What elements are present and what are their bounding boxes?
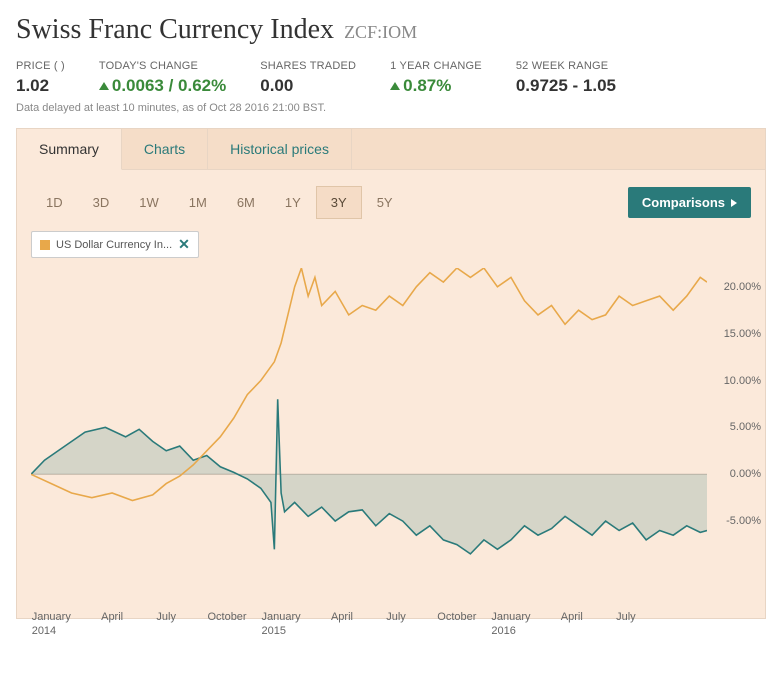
y-axis-label: 15.00%	[724, 328, 761, 340]
x-axis-label: January2015	[262, 610, 301, 639]
tab-charts[interactable]: Charts	[122, 129, 208, 169]
shares-traded-value: 0.00	[260, 76, 356, 96]
range-5y[interactable]: 5Y	[362, 186, 408, 219]
comparison-legend-pill: US Dollar Currency In... ✕	[31, 231, 199, 258]
ticker-symbol: ZCF:IOM	[344, 22, 417, 43]
x-axis-label: October	[207, 610, 246, 624]
x-axis-label: October	[437, 610, 476, 624]
comparisons-button[interactable]: Comparisons	[628, 187, 751, 218]
x-axis-label: April	[561, 610, 583, 624]
y-axis-label: -5.00%	[726, 515, 761, 527]
x-axis-label: July	[386, 610, 406, 624]
x-axis-label: April	[331, 610, 353, 624]
range-1m[interactable]: 1M	[174, 186, 222, 219]
x-axis-label: January2014	[32, 610, 71, 639]
x-axis-label: July	[156, 610, 176, 624]
y-axis-label: 10.00%	[724, 375, 761, 387]
todays-change-value: 0.0063 / 0.62%	[99, 76, 226, 96]
arrow-up-icon	[390, 82, 400, 90]
tab-historical[interactable]: Historical prices	[208, 129, 352, 169]
price-value: 1.02	[16, 76, 65, 96]
usd-swatch-icon	[40, 240, 50, 250]
y-axis-label: 0.00%	[730, 468, 761, 480]
range-1y[interactable]: 1Y	[270, 186, 316, 219]
range-3y[interactable]: 3Y	[316, 186, 362, 219]
remove-comparison-icon[interactable]: ✕	[178, 236, 190, 253]
y-axis-label: 5.00%	[730, 421, 761, 433]
todays-change-label: TODAY'S CHANGE	[99, 60, 226, 72]
tab-summary[interactable]: Summary	[17, 129, 122, 170]
arrow-up-icon	[99, 82, 109, 90]
chevron-right-icon	[731, 199, 737, 207]
y-axis-label: 20.00%	[724, 281, 761, 293]
time-range-selector: 1D3D1W1M6M1Y3Y5Y	[31, 186, 408, 219]
tab-bar: Summary Charts Historical prices	[17, 129, 765, 170]
year-change-value: 0.87%	[390, 76, 482, 96]
week-range-label: 52 WEEK RANGE	[516, 60, 616, 72]
price-label: PRICE ( )	[16, 60, 65, 72]
range-1w[interactable]: 1W	[124, 186, 174, 219]
range-3d[interactable]: 3D	[78, 186, 125, 219]
legend-usd-label: US Dollar Currency In...	[56, 239, 172, 251]
data-delay-note: Data delayed at least 10 minutes, as of …	[16, 102, 766, 114]
page-title: Swiss Franc Currency Index	[16, 14, 334, 46]
x-axis-label: July	[616, 610, 636, 624]
range-1d[interactable]: 1D	[31, 186, 78, 219]
year-change-label: 1 YEAR CHANGE	[390, 60, 482, 72]
week-range-value: 0.9725 - 1.05	[516, 76, 616, 96]
x-axis-label: April	[101, 610, 123, 624]
price-chart: -5.00%0.00%5.00%10.00%15.00%20.00% Janua…	[17, 258, 765, 618]
x-axis-label: January2016	[491, 610, 530, 639]
range-6m[interactable]: 6M	[222, 186, 270, 219]
shares-traded-label: SHARES TRADED	[260, 60, 356, 72]
